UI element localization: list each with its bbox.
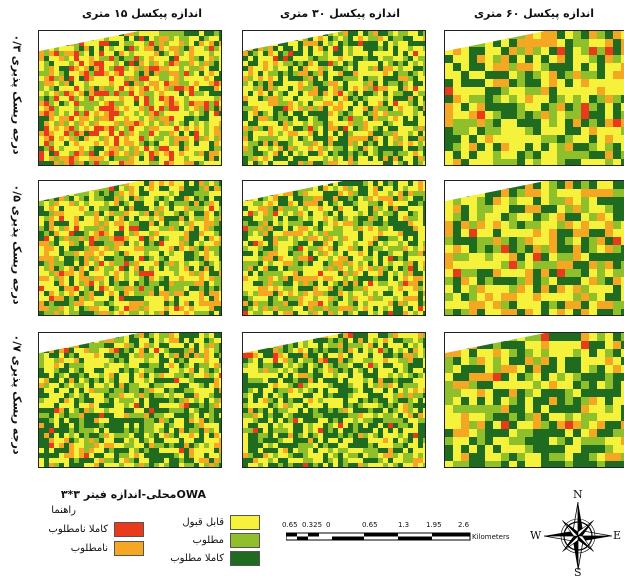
- scale-tick-label: 0.65: [282, 521, 298, 529]
- legend-swatch: [230, 533, 260, 548]
- legend-swatch: [114, 522, 144, 537]
- compass-east-label: E: [613, 529, 621, 542]
- suitability-raster: [243, 31, 425, 165]
- map-panel-risk-0-3-30m: [242, 30, 426, 166]
- column-title-30m: اندازه پیکسل ۳۰ متری: [250, 4, 430, 24]
- map-panel-risk-0-5-30m: [242, 180, 426, 316]
- map-caption: OWAمحلی-اندازه فیتر ۳*۳: [36, 488, 206, 501]
- legend-swatch: [230, 515, 260, 530]
- row-title-risk-0-7: درجه ریسک پذیری ۰/۷: [2, 320, 32, 468]
- scale-tick-label: 0: [326, 521, 330, 529]
- scale-bar: [286, 532, 486, 542]
- legend-item-acceptable: قابل قبول: [160, 514, 260, 530]
- legend-item-very-suitable: کاملا مطلوب: [160, 550, 260, 566]
- legend-item-unsuitable: نامطلوب: [36, 540, 144, 556]
- compass-north-label: N: [573, 488, 583, 501]
- map-panel-risk-0-5-60m: [444, 180, 624, 316]
- map-panel-risk-0-3-15m: [38, 30, 222, 166]
- map-panel-risk-0-7-15m: [38, 332, 222, 468]
- compass-west-label: W: [530, 529, 541, 542]
- compass-south-label: S: [574, 566, 582, 579]
- suitability-raster: [445, 181, 624, 315]
- scale-tick-label: 2.6: [458, 521, 469, 529]
- suitability-raster: [39, 31, 221, 165]
- legend-swatch: [230, 551, 260, 566]
- compass-rose-icon: N S E W: [536, 490, 620, 582]
- suitability-raster: [243, 181, 425, 315]
- suitability-raster: [445, 31, 624, 165]
- legend-title: راهنما: [36, 505, 76, 516]
- suitability-raster: [243, 333, 425, 467]
- column-title-60m: اندازه پیکسل ۶۰ متری: [444, 4, 624, 24]
- scale-tick-label: 0.325: [302, 521, 322, 529]
- legend-item-suitable: مطلوب: [160, 532, 260, 548]
- column-title-15m: اندازه پیکسل ۱۵ متری: [52, 4, 232, 24]
- scale-tick-label: 1.3: [398, 521, 409, 529]
- suitability-raster: [445, 333, 624, 467]
- legend-item-very-unsuitable: کاملا نامطلوب: [36, 521, 144, 537]
- legend-swatch: [114, 541, 144, 556]
- suitability-raster: [39, 181, 221, 315]
- scale-tick-label: 1.95: [426, 521, 442, 529]
- scale-tick-label: 0.65: [362, 521, 378, 529]
- row-title-risk-0-3: درجه ریسک پذیری ۰/۳: [2, 20, 32, 168]
- map-panel-risk-0-7-60m: [444, 332, 624, 468]
- map-panel-risk-0-7-30m: [242, 332, 426, 468]
- map-panel-risk-0-3-60m: [444, 30, 624, 166]
- map-panel-risk-0-5-15m: [38, 180, 222, 316]
- row-title-risk-0-5: درجه ریسک پذیری ۰/۵: [2, 170, 32, 318]
- suitability-raster: [39, 333, 221, 467]
